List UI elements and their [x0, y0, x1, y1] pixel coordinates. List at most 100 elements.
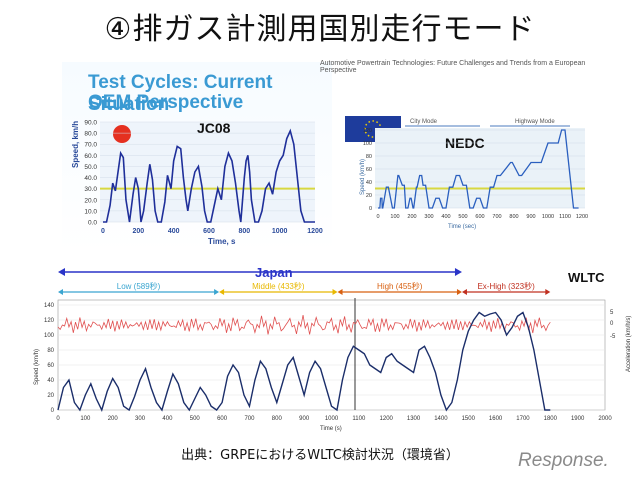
phase-label: Low (589秒): [117, 281, 161, 291]
wltc-label: WLTC: [568, 270, 605, 285]
wltc-ytick: 120: [44, 318, 55, 324]
jc08-speed-series: [103, 128, 315, 223]
nedc-xtick: 300: [424, 214, 433, 220]
phase-arrow-left: [461, 289, 467, 295]
jc08-ytick: 80.0: [84, 131, 97, 138]
wltc-acceleration-series: [57, 315, 551, 335]
phase-arrow-left: [58, 289, 63, 295]
nedc-xlabel: Time (sec): [448, 224, 476, 230]
wltc-xtick: 1700: [516, 416, 530, 422]
wltc-xlabel: Time (s): [320, 426, 342, 432]
city-mode-label: City Mode: [410, 119, 438, 125]
wltc-xtick: 1900: [571, 416, 585, 422]
panel-title-2: OEM Perspective: [88, 92, 244, 113]
wltc-ytick: 60: [47, 363, 54, 369]
jc08-ytick: 50.0: [84, 164, 97, 171]
jc08-xtick: 0: [101, 228, 105, 235]
nedc-ytick: 100: [363, 141, 372, 147]
wltc-xtick: 1300: [407, 416, 421, 422]
phase-arrow-left: [337, 289, 343, 295]
nedc-ytick: 60: [366, 167, 372, 173]
nedc-xtick: 1200: [576, 214, 588, 220]
wltc-ylabel: Speed (km/h): [34, 349, 40, 385]
phase-arrow-right: [545, 289, 551, 295]
response-logo: Response.: [518, 450, 609, 471]
phase-label: Middle (433秒): [252, 281, 305, 291]
nedc-chart: City Mode Highway Mode NEDC 020406080100…: [345, 116, 588, 230]
wltc-plot-frame: [57, 299, 606, 411]
wltc-ytick: 100: [44, 333, 55, 339]
jc08-plot-bg: [100, 122, 315, 222]
wltc-xtick: 800: [272, 416, 283, 422]
jc08-xlabel: Time, s: [208, 237, 236, 246]
source-caption: 出典：GRPEにおけるWLTC検討状況（環境省）: [181, 448, 459, 463]
wltc-speed-series: [57, 311, 551, 412]
jc08-xtick: 1000: [272, 228, 288, 235]
wltc-y2tick: 0: [610, 321, 614, 327]
wltc-ytick: 40: [47, 378, 54, 384]
jc08-ytick: 0.0: [88, 220, 97, 227]
nedc-xtick: 800: [509, 214, 518, 220]
wltc-xtick: 1000: [325, 416, 339, 422]
jc08-xtick: 200: [132, 228, 144, 235]
jc08-ytick: 90.0: [84, 120, 97, 127]
nedc-xtick: 700: [492, 214, 501, 220]
nedc-xtick: 1000: [542, 214, 554, 220]
nedc-xtick: 900: [526, 214, 535, 220]
wltc-xtick: 1400: [434, 416, 448, 422]
nedc-xtick: 400: [441, 214, 450, 220]
wltc-ytick: 0: [51, 408, 55, 414]
nedc-ytick: 80: [366, 154, 372, 160]
phase-label: High (455秒): [377, 281, 423, 291]
wltc-chart: WLTC Japan Low (589秒) Middle (433秒) High (…: [34, 265, 632, 432]
wltc-y2tick: 5: [610, 310, 614, 316]
nedc-ytick: 20: [366, 193, 372, 199]
wltc-xtick: 1100: [352, 416, 366, 422]
nedc-speed-series: [378, 129, 579, 209]
header-line: Automotive Powertrain Technologies: Futu…: [320, 60, 586, 74]
wltc-xtick: 200: [108, 416, 119, 422]
japan-arrow-right: [454, 268, 462, 276]
jc08-ytick: 10.0: [84, 208, 97, 215]
wltc-xtick: 600: [217, 416, 228, 422]
nedc-xtick: 100: [390, 214, 399, 220]
wltc-xtick: 1200: [380, 416, 394, 422]
jc08-xtick: 600: [203, 228, 215, 235]
wltc-xtick: 0: [56, 416, 60, 422]
wltc-xtick: 700: [244, 416, 255, 422]
wltc-xtick: 900: [299, 416, 310, 422]
wltc-xtick: 1600: [489, 416, 503, 422]
phase-label: Ex-High (323秒): [477, 281, 535, 291]
wltc-xtick: 2000: [598, 416, 612, 422]
slide-title: ④排ガス計測用国別走行モード: [104, 12, 536, 47]
panel-title-1: Test Cycles: Current Situation: [88, 72, 273, 115]
wltc-ytick: 80: [47, 348, 54, 354]
wltc-xtick: 1500: [462, 416, 476, 422]
nedc-xtick: 200: [407, 214, 416, 220]
nedc-xtick: 0: [376, 214, 379, 220]
phase-arrow-right: [332, 289, 338, 295]
phase-arrow-left: [219, 289, 225, 295]
wltc-xtick: 400: [162, 416, 173, 422]
wltc-y2tick: -5: [610, 334, 616, 340]
phase-arrow-right: [214, 289, 220, 295]
wltc-xtick: 1800: [544, 416, 558, 422]
phase-arrow-right: [456, 289, 462, 295]
wltc-xtick: 500: [190, 416, 201, 422]
jc08-ylabel: Speed, km/h: [71, 121, 80, 168]
jc08-xtick: 800: [238, 228, 250, 235]
jc08-label: JC08: [197, 120, 231, 136]
nedc-xtick: 500: [458, 214, 467, 220]
japan-flag-icon: [113, 125, 131, 143]
wltc-xtick: 100: [80, 416, 91, 422]
jc08-ytick: 20.0: [84, 197, 97, 204]
wltc-ytick: 140: [44, 303, 55, 309]
nedc-ytick: 0: [369, 206, 372, 212]
nedc-xtick: 1100: [559, 214, 571, 220]
jc08-xtick: 1200: [307, 228, 323, 235]
wltc-ytick: 20: [47, 393, 54, 399]
jc08-xtick: 400: [168, 228, 180, 235]
highway-mode-label: Highway Mode: [515, 119, 555, 125]
jc08-ytick: 70.0: [84, 142, 97, 149]
